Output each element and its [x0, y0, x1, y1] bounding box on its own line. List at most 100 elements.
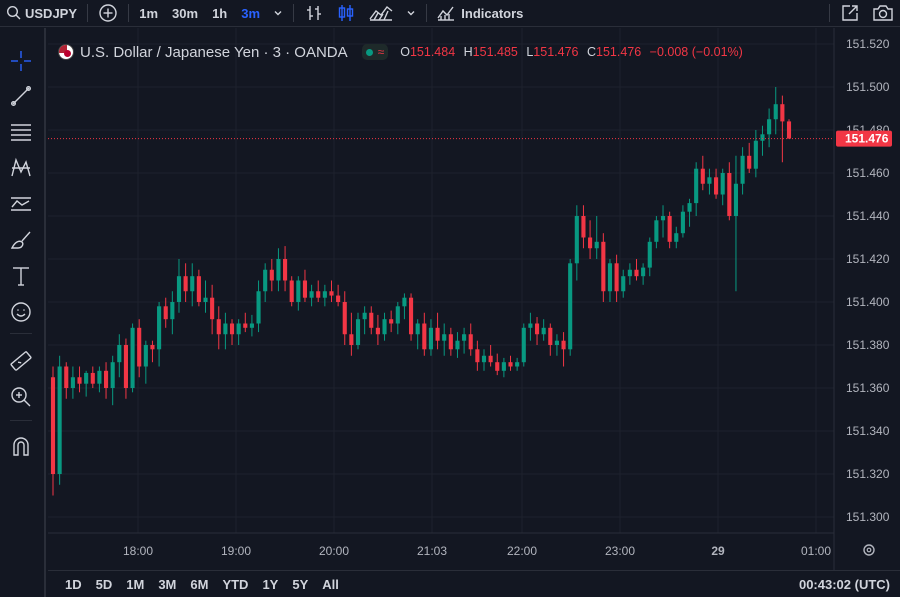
- compare-button[interactable]: [92, 0, 124, 27]
- external-link-icon: [842, 5, 858, 21]
- symbol-search[interactable]: USDJPY: [0, 0, 83, 27]
- candle-body: [528, 323, 533, 328]
- candle-body: [283, 259, 288, 281]
- range-1d[interactable]: 1D: [65, 576, 82, 592]
- ruler-icon: [10, 351, 32, 371]
- forecast-tool[interactable]: [8, 191, 34, 217]
- open-value: 151.484: [409, 45, 456, 59]
- range-ytd[interactable]: YTD: [222, 576, 249, 592]
- price-tick-label: 151.400: [846, 295, 890, 309]
- market-status-badge[interactable]: ≈: [361, 44, 389, 60]
- current-price-label: 151.476: [845, 132, 889, 146]
- candle-body: [309, 291, 314, 298]
- candle-body: [316, 291, 321, 298]
- brush-tool[interactable]: [8, 227, 34, 253]
- candle-body: [641, 267, 646, 277]
- timeframe-1h[interactable]: 1h: [212, 5, 228, 21]
- timeframe-30m[interactable]: 30m: [172, 5, 199, 21]
- zoom-tool[interactable]: [8, 384, 34, 410]
- candle-body: [747, 155, 752, 169]
- divider: [10, 333, 32, 334]
- price-tick-label: 151.420: [846, 252, 890, 266]
- candle-body: [150, 345, 155, 350]
- axis-settings-button[interactable]: [863, 544, 875, 556]
- timeframe-3m[interactable]: 3m: [241, 5, 261, 21]
- snapshot-button[interactable]: [866, 0, 900, 27]
- bottom-toolbar: 1D 5D 1M 3M 6M YTD 1Y 5Y All 00:43:02 (U…: [48, 570, 900, 597]
- top-toolbar: USDJPY 1m 30m 1h 3m Indicators: [0, 0, 900, 27]
- candle-body: [289, 280, 294, 302]
- time-axis[interactable]: 18:00 19:00 20:00 21:03 22:00 23:00 29 01:00: [123, 544, 831, 558]
- chart-type-dropdown[interactable]: [400, 0, 422, 27]
- candle-body: [667, 216, 672, 242]
- candle-body: [773, 104, 778, 120]
- time-tick-label: 20:00: [319, 544, 349, 558]
- measure-tool[interactable]: [8, 348, 34, 374]
- price-tick-label: 151.520: [846, 37, 890, 51]
- price-chart[interactable]: 151.520151.500151.480151.460151.440151.4…: [48, 28, 900, 570]
- candle-body: [508, 362, 513, 367]
- candle-body: [634, 269, 639, 277]
- candle-body: [442, 334, 447, 341]
- close-value: 151.476: [596, 45, 642, 59]
- magnet-icon: [13, 437, 29, 456]
- candle-body: [594, 241, 599, 249]
- candle-body: [322, 291, 327, 298]
- pattern-tool[interactable]: [8, 155, 34, 181]
- bar-style-button[interactable]: [298, 0, 330, 27]
- emoji-tool[interactable]: [8, 299, 34, 325]
- candle-body: [548, 327, 553, 345]
- ohlc-values: O151.484 H151.485 L151.476 C151.476 −0.0…: [400, 45, 748, 59]
- usd-jpy-flag-icon: [58, 44, 74, 60]
- candle-body: [349, 334, 354, 345]
- range-3m[interactable]: 3M: [158, 576, 177, 592]
- timeframe-1m[interactable]: 1m: [139, 5, 159, 21]
- candle-body: [276, 259, 281, 281]
- price-tick-label: 151.300: [846, 510, 890, 524]
- candle-body: [521, 327, 526, 363]
- fullscreen-button[interactable]: [834, 0, 866, 27]
- price-tick-label: 151.460: [846, 166, 890, 180]
- candle-body: [196, 276, 201, 302]
- utc-clock[interactable]: 00:43:02 (UTC): [798, 577, 890, 592]
- area-style-button[interactable]: [362, 0, 400, 27]
- range-1m[interactable]: 1M: [126, 576, 145, 592]
- range-all[interactable]: All: [322, 576, 339, 592]
- candles-style-button[interactable]: [330, 0, 362, 27]
- candle-body: [621, 276, 626, 292]
- time-tick-label: 23:00: [605, 544, 635, 558]
- range-5d[interactable]: 5D: [95, 576, 113, 592]
- candle-body: [203, 297, 208, 302]
- crosshair-tool[interactable]: [8, 48, 34, 74]
- magnet-tool[interactable]: [8, 434, 34, 460]
- candle-body: [740, 155, 745, 184]
- candle-body: [727, 173, 732, 216]
- high-value: 151.485: [472, 45, 518, 59]
- timeframe-dropdown[interactable]: [267, 0, 289, 27]
- range-6m[interactable]: 6M: [190, 576, 209, 592]
- fib-tool[interactable]: [8, 119, 34, 145]
- range-5y[interactable]: 5Y: [292, 576, 309, 592]
- candle-body: [707, 177, 712, 184]
- bars-icon: [306, 6, 321, 20]
- candle-body: [70, 377, 75, 388]
- candle-body: [170, 302, 175, 320]
- range-1y[interactable]: 1Y: [262, 576, 279, 592]
- candle-body: [654, 220, 659, 242]
- candle-body: [515, 362, 520, 367]
- candle-body: [495, 362, 500, 371]
- candle-body: [236, 323, 241, 335]
- candle-body: [455, 340, 460, 350]
- candle-body: [336, 295, 341, 302]
- brush-icon: [10, 231, 31, 249]
- candle-body: [369, 312, 374, 328]
- indicators-button[interactable]: Indicators: [430, 0, 529, 27]
- text-tool[interactable]: [8, 263, 34, 289]
- candle-body: [607, 263, 613, 292]
- candle-body: [362, 312, 367, 320]
- chart-area[interactable]: 151.520 151.500 151.480 151.460 151.440 151.4…: [48, 28, 900, 570]
- candle-body: [402, 297, 407, 307]
- trend-line-tool[interactable]: [8, 83, 34, 109]
- price-axis[interactable]: 151.520151.500151.480151.460151.440151.4…: [846, 37, 890, 524]
- legend-title[interactable]: U.S. Dollar / Japanese Yen · 3 · OANDA: [80, 43, 348, 61]
